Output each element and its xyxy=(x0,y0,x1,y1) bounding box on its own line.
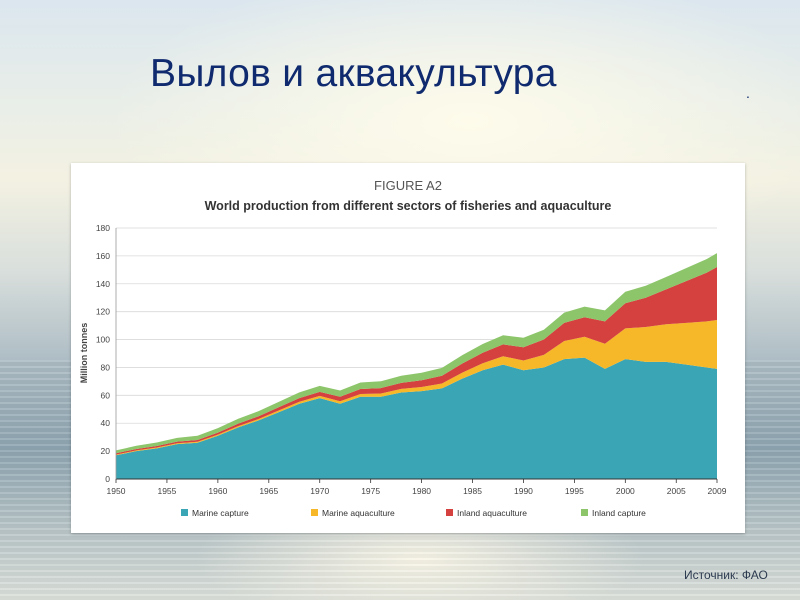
y-axis-label: Million tonnes xyxy=(79,323,89,384)
source-note: Источник: ФАО xyxy=(684,568,768,582)
y-tick-label: 120 xyxy=(96,307,110,317)
x-tick-label: 1970 xyxy=(310,486,329,496)
x-tick-label: 1990 xyxy=(514,486,533,496)
axis-layer: 0 20 40 60 80 100 120 140 160 180 1950 1955 1960 1965… xyxy=(96,223,727,496)
figure-label: FIGURE A2 xyxy=(374,178,442,193)
area-marine-capture xyxy=(116,357,717,479)
title-dot: . xyxy=(746,85,750,101)
legend-swatch-inland-aquaculture xyxy=(446,509,453,516)
x-tick-label: 1975 xyxy=(361,486,380,496)
slide-title: Вылов и аквакультура xyxy=(150,52,557,95)
y-tick-label: 180 xyxy=(96,223,110,233)
x-tick-label: 1950 xyxy=(107,486,126,496)
y-tick-label: 40 xyxy=(101,418,111,428)
y-tick-label: 80 xyxy=(101,362,111,372)
chart-title: World production from different sectors … xyxy=(205,199,612,213)
area-marine-aquaculture xyxy=(116,320,717,456)
x-tick-label: 1980 xyxy=(412,486,431,496)
legend-label-marine-aquaculture: Marine aquaculture xyxy=(322,508,395,518)
legend-swatch-marine-aquaculture xyxy=(311,509,318,516)
chart-figure: FIGURE A2 World production from differen… xyxy=(71,163,745,533)
x-tick-label: 2009 xyxy=(708,486,727,496)
y-tick-label: 100 xyxy=(96,335,110,345)
y-tick-label: 0 xyxy=(105,474,110,484)
x-tick-label: 1985 xyxy=(463,486,482,496)
legend-swatch-inland-capture xyxy=(581,509,588,516)
x-tick-label: 1965 xyxy=(259,486,278,496)
legend: Marine capture Marine aquaculture Inland a… xyxy=(181,508,646,518)
area-layer xyxy=(116,253,717,479)
chart-svg: FIGURE A2 World production from differen… xyxy=(79,178,727,518)
y-tick-label: 20 xyxy=(101,446,111,456)
legend-label-marine-capture: Marine capture xyxy=(192,508,249,518)
y-tick-label: 140 xyxy=(96,279,110,289)
legend-label-inland-capture: Inland capture xyxy=(592,508,646,518)
x-tick-label: 2000 xyxy=(616,486,635,496)
x-tick-label: 1955 xyxy=(157,486,176,496)
x-tick-label: 1960 xyxy=(208,486,227,496)
x-tick-label: 2005 xyxy=(667,486,686,496)
legend-label-inland-aquaculture: Inland aquaculture xyxy=(457,508,527,518)
legend-swatch-marine-capture xyxy=(181,509,188,516)
x-tick-label: 1995 xyxy=(565,486,584,496)
y-tick-label: 60 xyxy=(101,390,111,400)
y-tick-label: 160 xyxy=(96,251,110,261)
